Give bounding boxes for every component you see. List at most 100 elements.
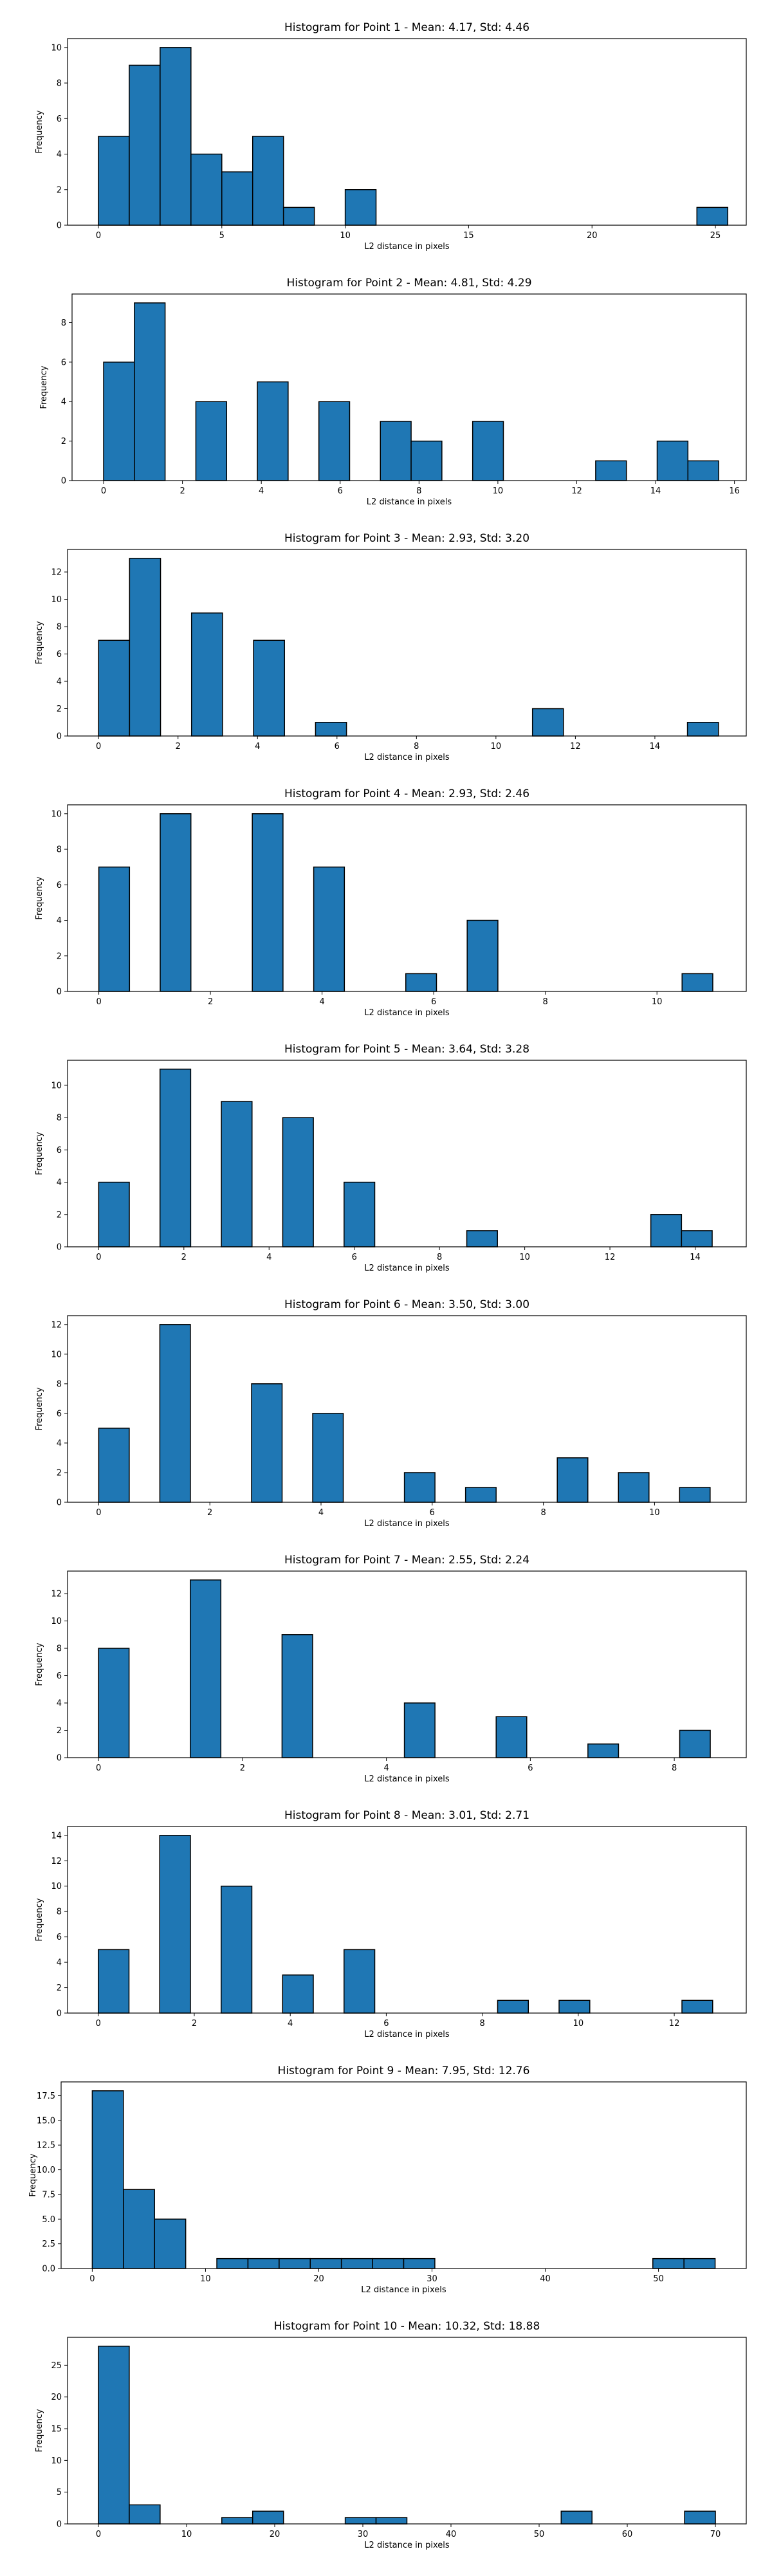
y-tick-label: 0 xyxy=(61,477,66,486)
y-axis-label: Frequency xyxy=(35,876,44,919)
histogram-bar xyxy=(495,1716,528,1758)
histogram-bar xyxy=(587,1743,620,1758)
y-tick-label: 12.5 xyxy=(37,2141,55,2151)
x-tick-label: 0 xyxy=(96,1763,101,1773)
x-axis-label: L2 distance in pixels xyxy=(361,2285,446,2295)
x-tick-label: 4 xyxy=(318,1508,324,1518)
histogram-bar xyxy=(129,2504,161,2525)
x-tick-label: 40 xyxy=(446,2530,457,2539)
plot-frame xyxy=(67,549,747,737)
histogram-bar xyxy=(318,401,351,481)
y-tick-label: 0 xyxy=(57,1243,62,1253)
x-tick-label: 2 xyxy=(207,1508,212,1518)
histogram-bar xyxy=(221,1885,253,2014)
histogram-bar xyxy=(375,2517,408,2525)
histogram-bar xyxy=(129,558,161,737)
x-tick-label: 50 xyxy=(534,2530,545,2539)
x-tick-label: 30 xyxy=(427,2274,437,2284)
y-tick-label: 15 xyxy=(51,2425,62,2434)
histogram-bar xyxy=(190,153,223,226)
histogram-bar xyxy=(683,2258,716,2269)
histogram-bar xyxy=(344,2517,377,2525)
histogram-bar xyxy=(403,2258,436,2269)
histogram-bar xyxy=(98,1428,130,1503)
histogram-bar xyxy=(195,401,227,481)
histogram-bar xyxy=(344,189,377,226)
x-tick-label: 10 xyxy=(200,2274,211,2284)
x-tick-label: 2 xyxy=(208,997,213,1007)
histogram-bar xyxy=(372,2258,405,2269)
x-tick-label: 4 xyxy=(266,1253,271,1262)
y-tick-label: 4 xyxy=(57,916,62,926)
x-tick-label: 70 xyxy=(710,2530,721,2539)
y-tick-label: 12 xyxy=(51,1320,62,1330)
x-tick-label: 10 xyxy=(649,1508,660,1518)
plot-frame xyxy=(67,1315,747,1503)
y-tick-label: 4 xyxy=(57,677,62,687)
y-tick-label: 10 xyxy=(51,1350,62,1359)
histogram-bar xyxy=(650,1214,683,1247)
histogram-bar xyxy=(98,1949,130,2014)
chart-title: Histogram for Point 8 - Mean: 3.01, Std:… xyxy=(284,1809,529,1822)
histogram-bar xyxy=(253,639,286,737)
plot-frame xyxy=(67,1570,747,1758)
histogram-panel: Histogram for Point 2 - Mean: 4.81, Std:… xyxy=(39,277,747,507)
x-tick-label: 10 xyxy=(519,1253,530,1262)
y-tick-label: 6 xyxy=(57,1409,62,1419)
x-tick-label: 2 xyxy=(179,486,185,496)
x-axis-label: L2 distance in pixels xyxy=(364,1774,450,1784)
histogram-bar xyxy=(558,2000,591,2014)
histogram-bar xyxy=(159,1835,191,2014)
histogram-panel: Histogram for Point 8 - Mean: 3.01, Std:… xyxy=(35,1809,747,2039)
x-tick-label: 4 xyxy=(259,486,264,496)
histogram-bar xyxy=(472,421,504,481)
y-tick-label: 10 xyxy=(51,1882,62,1891)
histogram-bar xyxy=(497,2000,529,2014)
histogram-bar xyxy=(556,1457,589,1503)
y-tick-label: 12 xyxy=(51,568,62,578)
plot-frame xyxy=(67,804,747,992)
histogram-bar xyxy=(216,2258,249,2269)
histogram-bar xyxy=(315,722,347,737)
histogram-bar xyxy=(410,440,443,481)
y-tick-label: 2 xyxy=(57,1468,62,1478)
x-tick-label: 30 xyxy=(358,2530,369,2539)
histogram-bar xyxy=(466,919,499,992)
x-tick-label: 0 xyxy=(96,997,101,1007)
x-tick-label: 0 xyxy=(89,2274,95,2284)
histogram-bar xyxy=(466,1230,498,1247)
chart-title: Histogram for Point 6 - Mean: 3.50, Std:… xyxy=(284,1298,529,1311)
chart-title: Histogram for Point 1 - Mean: 4.17, Std:… xyxy=(284,21,529,34)
histogram-panel: Histogram for Point 5 - Mean: 3.64, Std:… xyxy=(35,1043,747,1273)
x-tick-label: 20 xyxy=(313,2274,324,2284)
x-tick-label: 12 xyxy=(571,486,582,496)
y-tick-label: 6 xyxy=(57,650,62,659)
y-tick-label: 4 xyxy=(57,1439,62,1448)
histogram-bar xyxy=(154,2218,187,2269)
plot-frame xyxy=(67,1826,747,2014)
histogram-panel: Histogram for Point 3 - Mean: 2.93, Std:… xyxy=(35,532,747,762)
x-tick-label: 10 xyxy=(652,997,663,1007)
histogram-bar xyxy=(595,460,627,481)
y-tick-label: 0 xyxy=(57,732,62,742)
histogram-bar xyxy=(98,1648,130,1758)
y-tick-label: 0 xyxy=(57,2520,62,2530)
histogram-panel: Histogram for Point 7 - Mean: 2.55, Std:… xyxy=(35,1554,747,1784)
x-tick-label: 2 xyxy=(176,742,181,751)
y-tick-label: 25 xyxy=(51,2361,62,2371)
x-tick-label: 0 xyxy=(96,2530,101,2539)
y-tick-label: 8 xyxy=(57,1644,62,1654)
plot-frame xyxy=(67,2337,747,2525)
histogram-panel: Histogram for Point 6 - Mean: 3.50, Std:… xyxy=(35,1298,747,1529)
y-axis-label: Frequency xyxy=(35,1132,44,1175)
histogram-bar xyxy=(252,813,284,992)
x-tick-label: 4 xyxy=(255,742,260,751)
y-axis-label: Frequency xyxy=(28,2153,38,2196)
y-tick-label: 0 xyxy=(57,221,62,231)
chart-title: Histogram for Point 9 - Mean: 7.95, Std:… xyxy=(278,2065,530,2077)
x-tick-label: 0 xyxy=(96,742,101,751)
y-tick-label: 4 xyxy=(57,1958,62,1968)
x-axis-label: L2 distance in pixels xyxy=(364,1008,450,1018)
y-tick-label: 10 xyxy=(51,43,62,53)
